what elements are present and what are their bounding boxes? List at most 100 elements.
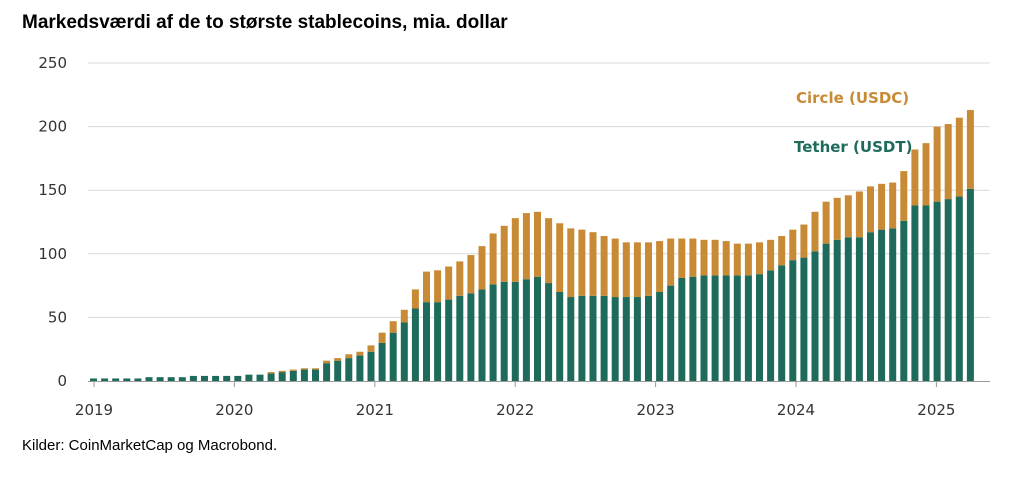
- bar-circle: [678, 238, 686, 278]
- bar-tether: [511, 281, 519, 381]
- bar-circle: [400, 309, 408, 323]
- bar-circle: [489, 233, 497, 285]
- bar-tether: [489, 284, 497, 381]
- bar-tether: [867, 232, 874, 381]
- bar-tether: [256, 374, 264, 381]
- bar-circle: [966, 110, 974, 189]
- bar-tether: [167, 377, 175, 381]
- bar-tether: [134, 378, 142, 381]
- bar-tether: [389, 332, 397, 381]
- bar-circle: [434, 270, 442, 303]
- bar-tether: [145, 377, 153, 381]
- bar-tether: [922, 205, 930, 381]
- x-tick-label: 2025: [917, 401, 955, 419]
- bar-tether: [478, 289, 486, 381]
- bar-tether: [234, 375, 242, 381]
- y-axis-ticks: 0 50 100 150 200 250: [38, 54, 67, 390]
- bar-circle: [411, 289, 419, 309]
- bar-tether: [545, 283, 553, 381]
- bar-tether: [711, 275, 719, 381]
- bar-tether: [178, 377, 186, 381]
- bar-tether: [356, 355, 364, 381]
- bar-tether: [578, 295, 586, 381]
- x-axis-ticks: 2019 2020 2021 2022 2023 2024 2025: [75, 401, 956, 419]
- y-tick-label: 150: [38, 181, 67, 199]
- bar-tether: [600, 295, 608, 381]
- y-tick-label: 200: [38, 118, 67, 136]
- bar-tether: [189, 375, 197, 381]
- bar-tether: [944, 199, 952, 381]
- bar-tether: [378, 342, 386, 381]
- bar-tether: [667, 285, 675, 381]
- bar-tether: [556, 291, 564, 381]
- x-axis: [88, 381, 990, 387]
- bar-circle: [656, 241, 664, 292]
- bar-tether: [778, 265, 786, 381]
- bar-tether: [400, 322, 408, 381]
- bar-circle: [933, 126, 941, 202]
- bar-circle: [922, 143, 930, 206]
- bar-circle: [378, 332, 386, 343]
- bar-tether: [278, 372, 286, 381]
- bar-tether: [955, 196, 963, 381]
- bar-tether: [900, 220, 908, 381]
- bar-tether: [101, 378, 109, 381]
- bar-tether: [245, 374, 253, 381]
- bar-circle: [567, 228, 575, 298]
- bar-tether: [312, 369, 319, 381]
- bar-tether: [434, 302, 442, 381]
- bar-circle: [267, 372, 275, 374]
- bar-tether: [878, 229, 886, 381]
- y-tick-label: 100: [38, 245, 67, 263]
- x-tick-label: 2023: [637, 401, 675, 419]
- bar-tether: [589, 295, 597, 381]
- x-tick-label: 2021: [356, 401, 394, 419]
- x-tick-label: 2019: [75, 401, 113, 419]
- bar-circle: [944, 124, 952, 200]
- bar-circle: [900, 171, 908, 221]
- bar-tether: [678, 277, 686, 381]
- chart-title: Markedsværdi af de to største stablecoin…: [22, 12, 508, 33]
- bar-circle: [323, 360, 331, 364]
- bar-circle: [878, 183, 886, 230]
- bar-tether: [756, 274, 763, 381]
- bar-circle: [278, 370, 286, 373]
- bar-tether: [267, 373, 275, 381]
- bar-tether: [123, 378, 131, 381]
- y-tick-label: 250: [38, 54, 67, 72]
- bar-circle: [578, 229, 586, 296]
- bar-tether: [611, 297, 619, 381]
- bar-circle: [767, 239, 775, 271]
- bar-tether: [622, 297, 630, 381]
- bar-tether: [645, 295, 652, 381]
- y-tick-label: 0: [57, 372, 67, 390]
- bar-circle: [345, 354, 353, 359]
- bar-tether: [722, 275, 730, 381]
- bar-circle: [645, 242, 652, 296]
- bar-circle: [500, 225, 508, 282]
- legend-circle-label: Circle (USDC): [796, 89, 909, 107]
- bar-circle: [611, 238, 619, 298]
- bar-circle: [955, 117, 963, 197]
- bar-circle: [855, 191, 863, 238]
- source-note: Kilder: CoinMarketCap og Macrobond.: [22, 437, 278, 454]
- bar-circle: [633, 242, 641, 298]
- bar-tether: [445, 299, 453, 381]
- bar-circle: [700, 239, 708, 276]
- bar-circle: [822, 201, 830, 244]
- bar-tether: [212, 375, 220, 381]
- bar-circle: [622, 242, 630, 298]
- bar-circle: [389, 321, 397, 333]
- bar-tether: [289, 370, 297, 381]
- bar-circle: [312, 368, 319, 370]
- bar-tether: [633, 297, 641, 381]
- bar-tether: [800, 257, 808, 381]
- bar-circle: [789, 229, 797, 261]
- bar-circle: [456, 261, 464, 296]
- bar-circle: [722, 241, 730, 276]
- bar-circle: [534, 211, 541, 277]
- bar-circle: [911, 149, 919, 206]
- bar-tether: [966, 188, 974, 381]
- bar-tether: [789, 260, 797, 381]
- bar-tether: [889, 228, 897, 381]
